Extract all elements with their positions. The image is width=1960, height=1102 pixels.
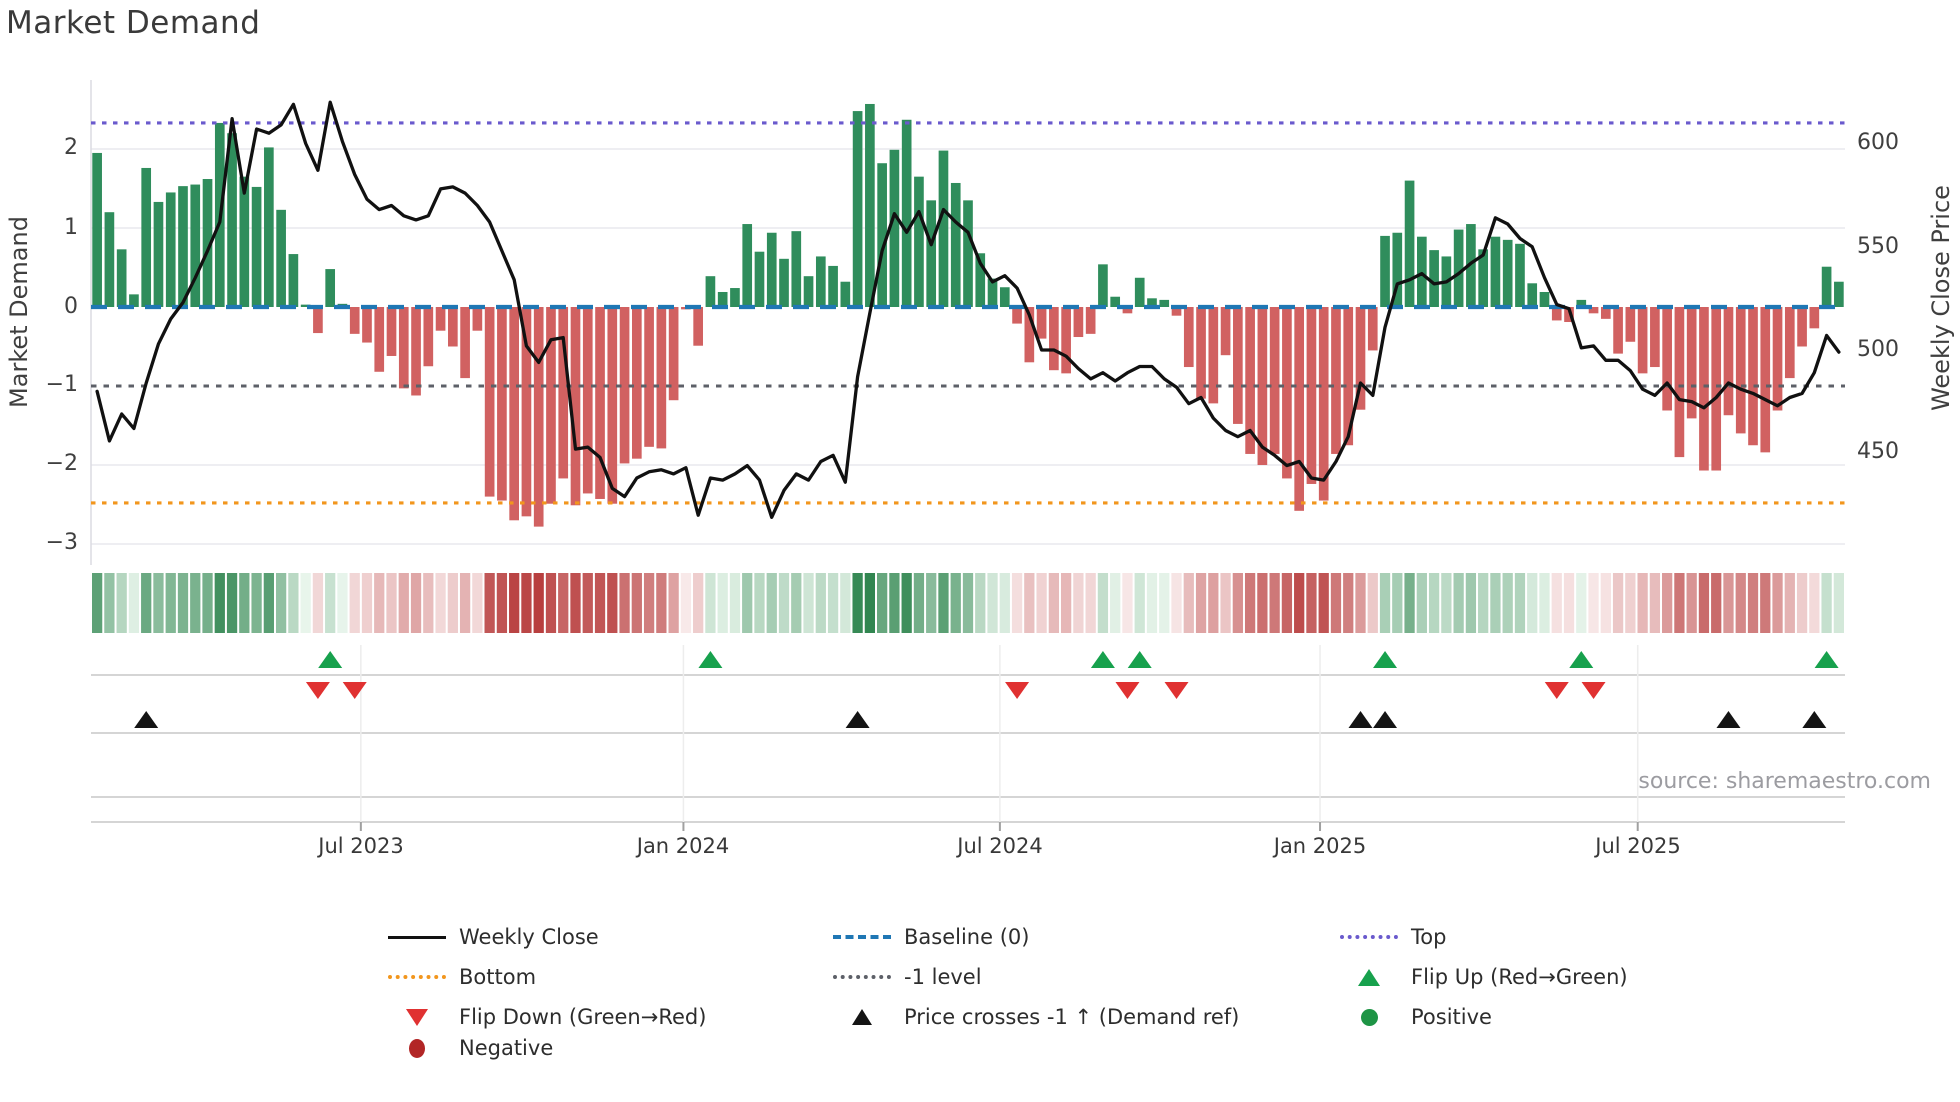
legend-item-bottom: Bottom [388, 962, 536, 992]
y-axis-left-tick: 2 [64, 135, 78, 160]
x-axis-tick: Jul 2025 [1595, 834, 1681, 858]
legend-item-positive: Positive [1340, 1002, 1492, 1032]
dotted-line-swatch-icon [833, 975, 891, 979]
legend-item-flip-up: Flip Up (Red→Green) [1340, 962, 1628, 992]
y-axis-right-title: Weekly Close Price [1927, 185, 1955, 411]
flip-down-markers [305, 682, 1606, 699]
dotted-line-swatch-icon [1340, 935, 1398, 939]
legend-item-baseline: Baseline (0) [833, 922, 1029, 952]
legend-item-weekly-close: Weekly Close [388, 922, 599, 952]
demand-heatmap-strip [92, 573, 1844, 633]
y-axis-left-tick: 1 [64, 215, 78, 240]
y-axis-right-tick: 500 [1857, 337, 1899, 362]
page-title: Market Demand [6, 5, 261, 41]
legend-item-top: Top [1340, 922, 1446, 952]
circle-icon [1340, 1008, 1398, 1026]
y-axis-left-tick: −2 [45, 451, 78, 476]
legend-item-minus1-level: -1 level [833, 962, 982, 992]
flip-up-markers [318, 651, 1839, 668]
y-axis-right-tick: 600 [1857, 130, 1899, 155]
legend-item-flip-down: Flip Down (Green→Red) [388, 1002, 706, 1032]
y-axis-left-tick: 0 [64, 294, 78, 319]
level-lines [91, 121, 1845, 505]
x-axis-tick: Jan 2024 [636, 834, 730, 858]
triangle-down-icon [388, 1008, 446, 1026]
source-label: source: sharemaestro.com [1638, 769, 1931, 794]
dotted-line-swatch-icon [388, 975, 446, 979]
marker-rows [91, 645, 1845, 831]
x-axis-tick: Jul 2023 [318, 834, 404, 858]
weekly-close-line [95, 100, 1841, 519]
legend-item-negative: Negative [388, 1033, 553, 1063]
circle-icon [388, 1038, 446, 1058]
demand-bars [92, 103, 1844, 527]
line-swatch-icon [388, 935, 446, 939]
y-axis-left-tick: −1 [45, 372, 78, 397]
y-axis-left-tick: −3 [45, 530, 78, 555]
price-cross-markers [134, 711, 1827, 728]
triangle-up-icon [1340, 968, 1398, 986]
x-axis-tick: Jan 2025 [1273, 834, 1367, 858]
y-axis-right-tick: 550 [1857, 234, 1899, 259]
triangle-up-icon [833, 1009, 891, 1025]
x-axis-tick: Jul 2024 [957, 834, 1043, 858]
y-axis-right-tick: 450 [1857, 439, 1899, 464]
legend-item-price-cross: Price crosses -1 ↑ (Demand ref) [833, 1002, 1239, 1032]
dashed-line-swatch-icon [833, 935, 891, 939]
